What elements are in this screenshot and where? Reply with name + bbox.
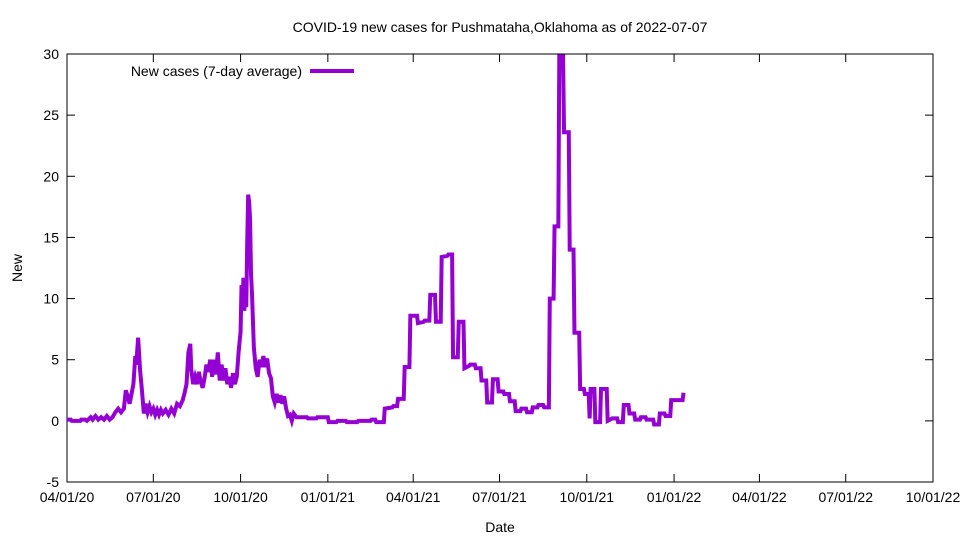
series-layer xyxy=(67,54,686,429)
x-tick-label: 07/01/20 xyxy=(126,489,181,505)
x-tick-label: 01/01/22 xyxy=(647,489,702,505)
y-tick-label: 5 xyxy=(51,352,59,368)
legend: New cases (7-day average) xyxy=(131,63,354,79)
y-axis-label: New xyxy=(9,253,25,282)
y-axis-ticks: -5 0 5 10 15 20 25 30 xyxy=(43,46,933,490)
y-tick-label: 10 xyxy=(43,291,59,307)
x-tick-label: 04/01/22 xyxy=(732,489,787,505)
x-tick-label: 04/01/21 xyxy=(386,489,441,505)
y-tick-label: 25 xyxy=(43,107,59,123)
x-tick-label: 01/01/21 xyxy=(301,489,356,505)
x-tick-label: 04/01/20 xyxy=(40,489,95,505)
y-tick-label: 0 xyxy=(51,413,59,429)
chart-title: COVID-19 new cases for Pushmataha,Oklaho… xyxy=(293,19,708,35)
x-axis-label: Date xyxy=(485,519,515,535)
x-tick-label: 07/01/21 xyxy=(472,489,527,505)
x-tick-label: 10/01/21 xyxy=(560,489,615,505)
x-tick-label: 10/01/22 xyxy=(906,489,960,505)
x-tick-label: 10/01/20 xyxy=(213,489,268,505)
series-line-0 xyxy=(67,54,686,429)
x-axis-ticks: 04/01/20 07/01/20 10/01/20 01/01/21 04/01/21… xyxy=(40,54,960,505)
y-tick-label: 30 xyxy=(43,46,59,62)
y-tick-label: 15 xyxy=(43,229,59,245)
y-tick-label: 20 xyxy=(43,168,59,184)
y-tick-label: -5 xyxy=(47,474,60,490)
legend-label: New cases (7-day average) xyxy=(131,63,302,79)
x-tick-label: 07/01/22 xyxy=(818,489,873,505)
